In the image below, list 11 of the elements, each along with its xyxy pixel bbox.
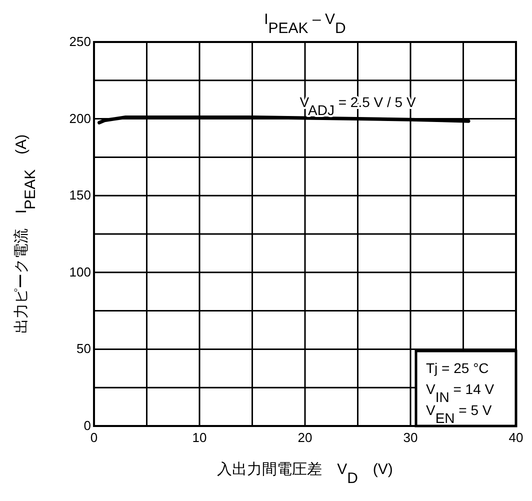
- x-tick-label: 30: [403, 430, 418, 445]
- y-tick-label: 250: [69, 34, 91, 49]
- y-tick-label: 200: [69, 110, 91, 126]
- y-tick-label: 100: [69, 264, 91, 280]
- x-tick-label: 20: [298, 430, 312, 445]
- x-tick-label: 10: [192, 430, 207, 445]
- y-tick-label: 150: [69, 188, 91, 203]
- x-tick-label: 40: [508, 430, 524, 445]
- annotation: Tj = 25 °C: [426, 360, 489, 376]
- y-tick-label: 50: [76, 341, 91, 356]
- y-tick-label: 0: [84, 418, 91, 433]
